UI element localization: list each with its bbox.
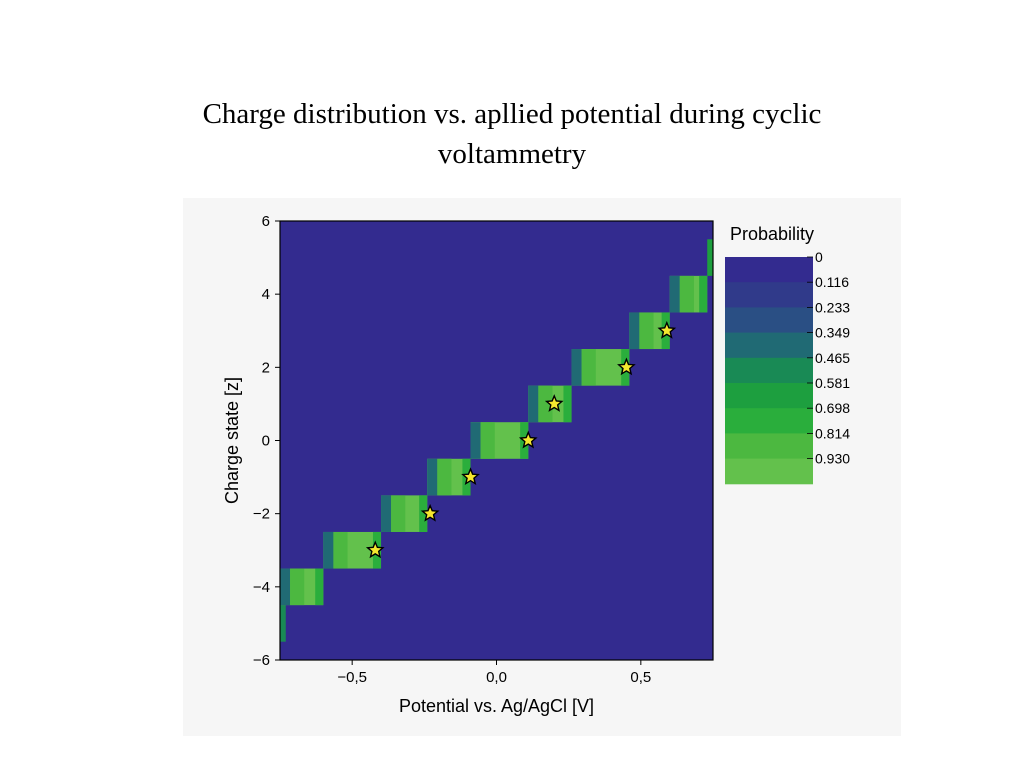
star-marker (461, 467, 480, 486)
heatmap-cell-edge (480, 422, 495, 459)
slide-title-line-2: voltammetry (437, 138, 587, 170)
colorbar-label: 0.814 (815, 425, 850, 441)
colorbar-swatch (725, 332, 813, 359)
colorbar-label: 0.349 (815, 325, 850, 341)
colorbar-label: 0.581 (815, 375, 850, 391)
x-tick-label: 0,5 (630, 669, 651, 686)
colorbar-label: 0.698 (815, 400, 850, 416)
y-tick-label: 6 (262, 213, 270, 230)
star-marker (544, 394, 564, 412)
heatmap-cell-edge (538, 385, 553, 423)
star-marker (420, 503, 440, 522)
x-axis-label: Potential vs. Ag/AgCl [V] (399, 696, 594, 716)
heatmap-cell-edge (528, 385, 539, 423)
heatmap-cell-edge (391, 495, 406, 532)
heatmap-cell-edge (679, 275, 694, 313)
heatmap-cell-edge (323, 531, 334, 569)
colorbar-swatch (725, 257, 813, 283)
y-tick-label: −6 (253, 652, 270, 669)
y-axis-label: Charge state [z] (222, 377, 242, 504)
heatmap-cell-edge (470, 422, 481, 459)
heatmap-cell (707, 239, 713, 276)
star-marker (518, 430, 538, 449)
colorbar-title: Probability (730, 224, 814, 244)
colorbar-swatch (725, 282, 813, 308)
colorbar-label: 0.465 (815, 350, 850, 366)
star-marker (365, 540, 385, 559)
heatmap-cell (280, 605, 286, 642)
slide-title: Charge distribution vs. apllied potentia… (112, 94, 912, 174)
heatmap-cell-edge (571, 349, 582, 386)
y-tick-label: 4 (262, 286, 270, 303)
heatmap-cell-edge (629, 312, 640, 350)
colorbar-swatch (725, 408, 813, 434)
colorbar-swatch (725, 357, 813, 384)
heatmap-cell-edge (381, 495, 392, 532)
heatmap-cell-edge (437, 458, 452, 496)
heatmap-cell-edge (419, 495, 428, 532)
colorbar-swatch (725, 383, 813, 409)
star-marker (657, 320, 677, 339)
heatmap-cell-edge (669, 275, 680, 313)
heatmap-cell-edge (290, 568, 305, 606)
heatmap-cell-edge (427, 458, 438, 496)
slide-title-line-1: Charge distribution vs. apllied potentia… (202, 98, 822, 130)
colorbar-swatch (725, 458, 813, 485)
y-tick-label: −2 (253, 506, 270, 523)
y-tick-label: 2 (262, 359, 270, 376)
heatmap-cell-edge (280, 568, 291, 606)
colorbar-label: 0.930 (815, 451, 850, 467)
y-tick-label: 0 (262, 433, 270, 450)
charge-state-heatmap: −6 −4 −2 0 2 4 6 −0,5 0,0 0,5 Potential vs. Ag/AgC… (222, 213, 850, 716)
colorbar-swatch (725, 307, 813, 334)
heatmap-cell-edge (333, 531, 348, 569)
colorbar-label: 0.233 (815, 299, 850, 315)
colorbar-label: 0 (815, 249, 823, 265)
colorbar-label: 0.116 (815, 274, 849, 290)
heatmap-cell-edge (699, 275, 708, 313)
figure-panel: −6 −4 −2 0 2 4 6 −0,5 0,0 0,5 Potential vs. Ag/AgC… (183, 198, 901, 736)
heatmap-cell-edge (581, 349, 596, 386)
x-tick-label: 0,0 (486, 669, 507, 686)
heatmap-cell-edge (315, 568, 324, 606)
heatmap-cell-edge (639, 312, 654, 350)
star-marker (617, 357, 636, 376)
x-tick-label: −0,5 (337, 669, 367, 686)
colorbar-swatch (725, 433, 813, 460)
heatmap-cell-edge (563, 385, 572, 423)
y-tick-label: −4 (253, 579, 270, 596)
